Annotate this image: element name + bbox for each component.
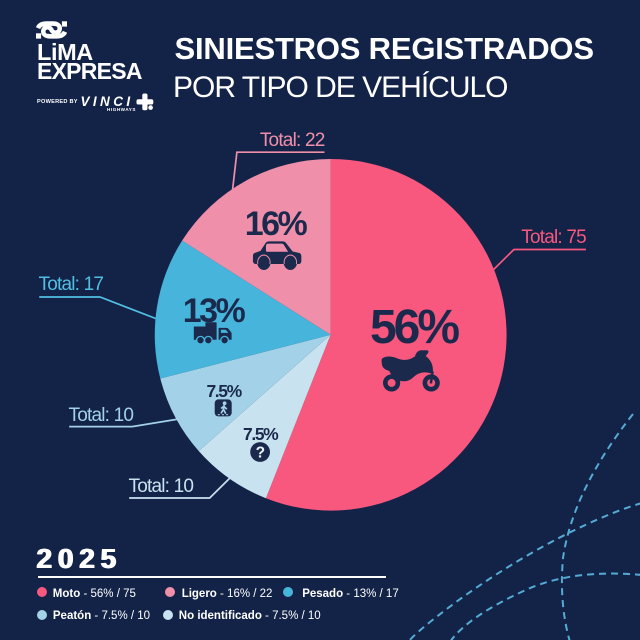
svg-text:?: ? <box>256 445 265 462</box>
